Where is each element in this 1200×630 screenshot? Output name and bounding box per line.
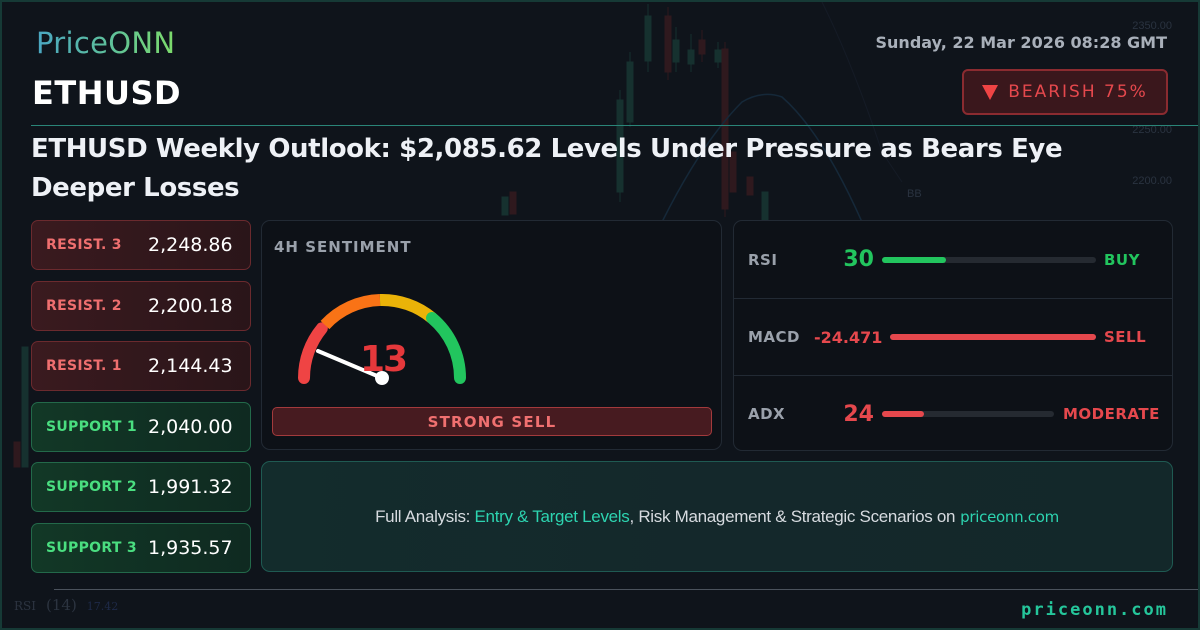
indicator-value: 30 — [843, 247, 874, 272]
indicator-signal: SELL — [1104, 328, 1147, 346]
indicator-name: RSI — [748, 250, 778, 269]
indicator-bar — [882, 256, 1096, 263]
bb-label: BB — [907, 188, 922, 200]
sentiment-card: 4H SENTIMENT 13 STRONG SELL — [261, 220, 722, 450]
level-value: 1,991.32 — [148, 476, 233, 498]
axis-price-label: 2200.00 — [1132, 175, 1172, 187]
footer-divider — [54, 589, 1198, 590]
rsi-period: (14) — [46, 596, 77, 614]
rsi-pane-label: RSI (14) 17.42 — [14, 596, 118, 614]
indicator-bar-fill — [882, 411, 924, 417]
axis-price-label: 2350.00 — [1132, 20, 1172, 32]
sentiment-gauge-icon — [298, 293, 467, 385]
level-label: SUPPORT 1 — [46, 418, 137, 435]
indicator-value: 24 — [843, 401, 874, 427]
level-resistance-3: RESIST. 3 2,248.86 — [31, 220, 251, 270]
indicator-bar-fill — [882, 256, 946, 263]
level-label: RESIST. 2 — [46, 297, 122, 314]
level-value: 2,200.18 — [148, 294, 233, 317]
header-divider — [31, 125, 1198, 126]
bias-label: BEARISH 75% — [1008, 82, 1148, 102]
cta-middle: , Risk Management & Strategic Scenarios … — [629, 506, 956, 526]
level-label: RESIST. 1 — [46, 358, 122, 374]
level-value: 2,040.00 — [148, 415, 233, 438]
level-support-1: SUPPORT 1 2,040.00 — [31, 401, 251, 452]
triangle-down-icon — [982, 84, 999, 100]
indicator-bar — [890, 334, 1096, 340]
levels-list: RESIST. 3 2,248.86 RESIST. 2 2,200.18 RE… — [31, 220, 251, 583]
sentiment-signal: STRONG SELL — [272, 407, 712, 436]
indicator-name: MACD — [748, 328, 800, 346]
level-support-2: SUPPORT 2 1,991.32 — [31, 462, 251, 512]
axis-price-label: 2250.00 — [1132, 124, 1172, 136]
headline: ETHUSD Weekly Outlook: $2,085.62 Levels … — [31, 134, 1063, 203]
level-resistance-1: RESIST. 1 2,144.43 — [31, 341, 251, 391]
cta-site-link[interactable]: priceonn.com — [960, 507, 1059, 526]
level-label: SUPPORT 3 — [46, 539, 137, 556]
indicator-row-rsi: RSI 30 BUY — [734, 221, 1172, 298]
indicators-card: RSI 30 BUY MACD -24.471 SELL ADX 24 MODE… — [733, 220, 1173, 451]
indicator-row-adx: ADX 24 MODERATE — [734, 375, 1172, 452]
rsi-label: RSI — [14, 599, 36, 613]
indicator-row-macd: MACD -24.471 SELL — [734, 298, 1172, 375]
indicator-signal: BUY — [1104, 250, 1140, 269]
symbol-title: ETHUSD — [32, 74, 182, 112]
footer-url-link[interactable]: priceonn.com — [1021, 600, 1168, 620]
sentiment-title: 4H SENTIMENT — [274, 238, 412, 256]
indicator-name: ADX — [748, 405, 786, 423]
level-value: 2,248.86 — [148, 234, 233, 256]
level-resistance-2: RESIST. 2 2,200.18 — [31, 280, 251, 331]
cta-highlight-link[interactable]: Entry & Target Levels — [474, 506, 630, 526]
indicator-signal: MODERATE — [1063, 405, 1160, 423]
full-analysis-cta[interactable]: Full Analysis: Entry & Target Levels , R… — [261, 461, 1173, 572]
indicator-bar-fill — [890, 334, 1096, 340]
sentiment-value: 13 — [360, 339, 408, 380]
datetime: Sunday, 22 Mar 2026 08:28 GMT — [875, 33, 1167, 52]
bias-badge: BEARISH 75% — [962, 69, 1168, 115]
cta-prefix: Full Analysis: — [375, 506, 475, 526]
level-value: 1,935.57 — [148, 536, 233, 559]
rsi-value: 17.42 — [86, 600, 119, 613]
level-label: RESIST. 3 — [46, 237, 122, 253]
level-support-3: SUPPORT 3 1,935.57 — [31, 522, 251, 573]
indicator-value: -24.471 — [814, 327, 883, 347]
indicator-bar — [882, 411, 1054, 417]
brand-logo[interactable]: PriceONN — [36, 26, 176, 60]
level-value: 2,144.43 — [148, 355, 233, 377]
level-label: SUPPORT 2 — [46, 479, 137, 495]
